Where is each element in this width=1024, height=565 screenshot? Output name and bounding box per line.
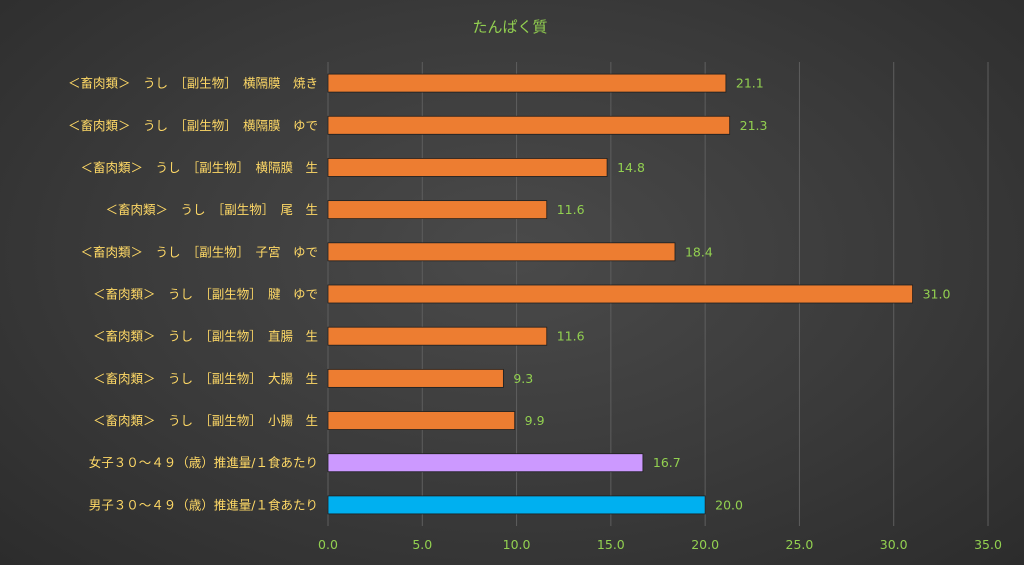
bar [327,411,516,430]
category-labels: ＜畜肉類＞ うし ［副生物］ 横隔膜 焼き ＜畜肉類＞ うし ［副生物］ 横隔膜 … [68,76,318,513]
value-labels: 21.1 21.3 14.8 11.6 18.4 31.0 11.6 9.3 9.9 16.7 20… [513,76,950,513]
x-tick-label: 25.0 [786,537,814,552]
bar [327,115,731,135]
data-label: 11.6 [557,202,585,217]
category-label: ＜畜肉類＞ うし ［副生物］ 子宮 ゆで [80,244,318,259]
category-label: ＜畜肉類＞ うし ［副生物］ 横隔膜 焼き [68,76,318,91]
bar [327,284,913,304]
data-label: 11.6 [557,329,585,344]
bar [327,368,504,388]
x-tick-label: 5.0 [412,537,432,552]
bar [327,158,608,177]
category-label: ＜畜肉類＞ うし ［副生物］ 横隔膜 ゆで [68,118,318,133]
x-tick-label: 10.0 [503,537,531,552]
data-label: 16.7 [653,455,681,470]
bar [327,73,727,93]
data-label: 20.0 [715,497,743,512]
category-label: ＜畜肉類＞ うし ［副生物］ 大腸 生 [93,371,318,386]
category-label: ＜畜肉類＞ うし ［副生物］ 直腸 生 [93,329,318,344]
data-label: 14.8 [617,160,645,175]
bar [327,326,548,346]
x-tick-label: 0.0 [318,537,338,552]
data-label: 9.9 [525,413,545,428]
x-tick-label: 20.0 [691,537,719,552]
data-label: 21.1 [736,76,764,91]
data-label: 18.4 [685,244,713,259]
category-label: ＜畜肉類＞ うし ［副生物］ 横隔膜 生 [80,160,318,175]
data-label: 9.3 [513,371,533,386]
chart-title: たんぱく質 [472,18,547,36]
category-label: ＜畜肉類＞ うし ［副生物］ 尾 生 [105,202,318,217]
bar [327,242,676,262]
category-label: 女子３０～４９（歳）推進量/１食あたり [89,455,318,470]
x-tick-label: 30.0 [880,537,908,552]
category-label: ＜畜肉類＞ うし ［副生物］ 腱 ゆで [93,287,318,302]
category-label: 男子３０～４９（歳）推進量/１食あたり [89,497,318,512]
bar [327,495,706,515]
category-label: ＜畜肉類＞ うし ［副生物］ 小腸 生 [93,413,318,428]
data-label: 31.0 [923,287,951,302]
bars [327,73,913,515]
x-tick-label: 35.0 [974,537,1002,552]
bar [327,453,644,473]
bar [327,200,548,220]
x-tick-label: 15.0 [597,537,625,552]
data-label: 21.3 [740,118,768,133]
x-axis-ticks: 0.0 5.0 10.0 15.0 20.0 25.0 30.0 35.0 [318,537,1002,552]
